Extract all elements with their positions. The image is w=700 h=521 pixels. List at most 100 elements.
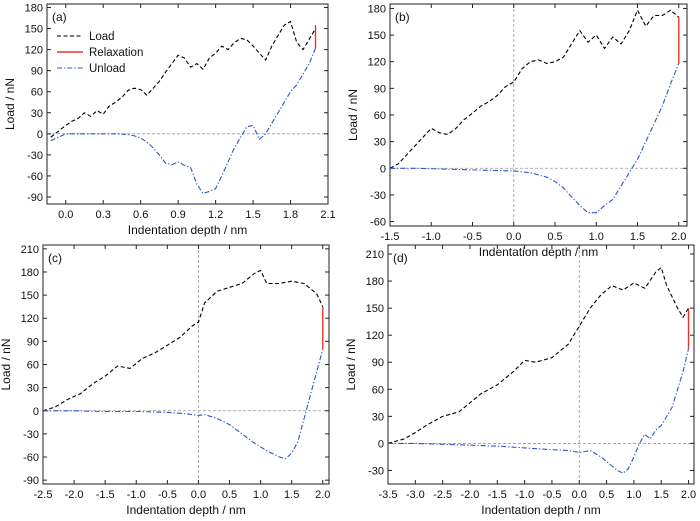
x-axis-title: Indentation depth / nm <box>128 223 247 237</box>
x-tick-label: -0.5 <box>542 489 561 501</box>
x-tick-label: 0.5 <box>547 231 562 243</box>
x-tick-label: 0.9 <box>170 209 185 221</box>
x-tick-label: 1.5 <box>654 489 669 501</box>
panel-d: -3.5 -3.0 -2.5 -2.0 -1.5 -1.0 -0.5 0.0 0.5 1.0 1.5… <box>344 244 696 517</box>
y-tick-label: 120 <box>21 313 39 325</box>
x-tick-label: 1.0 <box>589 231 604 243</box>
x-tick-label: 1.0 <box>253 489 268 501</box>
x-tick-label: 1.8 <box>283 209 298 221</box>
panel-a: 0.0 0.3 0.6 0.9 1.2 1.5 1.8 2.1 -90 -60 -30 0 30 60 90… <box>3 3 336 237</box>
legend-entry-relaxation: Relaxation <box>89 47 143 59</box>
x-axis-title: Indentation depth / nm <box>126 503 245 517</box>
y-tick-label: 90 <box>374 83 386 95</box>
y-tick-label: -30 <box>370 190 386 202</box>
x-tick-label: 2.0 <box>315 489 330 501</box>
y-tick-label: 90 <box>31 66 43 78</box>
y-tick-label: -90 <box>27 192 43 204</box>
plot-frame <box>387 244 695 485</box>
x-tick-label: -1.5 <box>381 231 400 243</box>
x-tick-label: 1.5 <box>284 489 299 501</box>
plot-frame <box>389 3 688 227</box>
legend-entry-unload: Unload <box>89 63 125 75</box>
series-unload-line <box>50 47 317 195</box>
x-tick-label: 1.2 <box>208 209 223 221</box>
y-tick-label: 60 <box>31 87 43 99</box>
series-unload-line <box>43 348 324 460</box>
y-tick-label: 90 <box>372 357 384 369</box>
y-tick-label: 180 <box>21 267 39 279</box>
x-tick-label: -0.5 <box>463 231 482 243</box>
series-load-line <box>50 20 316 138</box>
x-tick-label: -0.5 <box>158 489 177 501</box>
y-tick-label: -30 <box>27 150 43 162</box>
panel-label: (a) <box>52 10 67 24</box>
x-tick-label: -1.0 <box>422 231 441 243</box>
panel-label: (d) <box>393 251 408 265</box>
x-tick-label: -2.0 <box>65 489 84 501</box>
y-tick-label: -30 <box>368 465 384 477</box>
y-tick-label: 210 <box>21 244 39 256</box>
y-tick-label: 60 <box>374 110 386 122</box>
y-tick-label: 0 <box>380 163 386 175</box>
y-tick-label: 60 <box>27 360 39 372</box>
y-tick-label: 180 <box>368 3 386 15</box>
y-axis-title: Load / nN <box>0 338 13 390</box>
y-tick-label: 60 <box>372 384 384 396</box>
y-axis-title: Load / nN <box>346 89 360 141</box>
y-tick-label: 0 <box>33 406 39 418</box>
x-tick-label: 0.0 <box>58 209 73 221</box>
y-axis-title: Load / nN <box>344 338 358 390</box>
x-axis-title: Indentation depth / nm <box>479 245 598 259</box>
series-unload-line <box>388 348 690 474</box>
x-tick-label: 0.5 <box>599 489 614 501</box>
x-tick-label: -1.0 <box>127 489 146 501</box>
panel-label: (b) <box>395 10 410 24</box>
x-tick-label: 2.1 <box>320 209 335 221</box>
y-tick-label: 30 <box>31 108 43 120</box>
y-tick-label: 30 <box>372 411 384 423</box>
legend-entry-load: Load <box>89 31 115 43</box>
x-tick-label: 2.0 <box>681 489 696 501</box>
x-tick-label: 0.3 <box>96 209 111 221</box>
x-tick-label: -2.5 <box>433 489 452 501</box>
series-unload-line <box>390 63 680 214</box>
x-tick-label: 1.5 <box>630 231 645 243</box>
y-tick-label: 180 <box>366 276 384 288</box>
y-axis-title: Load / nN <box>3 78 17 130</box>
y-tick-label: 0 <box>37 129 43 141</box>
series-load-line <box>387 266 689 444</box>
x-tick-label: -1.5 <box>488 489 507 501</box>
x-axis-title: Indentation depth / nm <box>481 503 600 517</box>
x-tick-label: -2.5 <box>34 489 53 501</box>
y-tick-label: -60 <box>370 217 386 229</box>
x-tick-label: 1.0 <box>626 489 641 501</box>
y-tick-label: -60 <box>27 171 43 183</box>
x-tick-label: -1.0 <box>515 489 534 501</box>
y-tick-label: -90 <box>23 475 39 487</box>
y-tick-label: -30 <box>23 429 39 441</box>
series-load-line <box>42 269 324 412</box>
legend: Load Relaxation Unload <box>57 31 143 75</box>
panel-label: (c) <box>48 251 62 265</box>
y-tick-label: 150 <box>21 290 39 302</box>
panel-c: -2.5 -2.0 -1.5 -1.0 -0.5 0.0 0.5 1.0 1.5 2.0 -90 -6… <box>0 244 330 517</box>
x-tick-label: 0.6 <box>133 209 148 221</box>
plot-frame <box>42 244 330 485</box>
y-tick-label: 180 <box>25 3 43 15</box>
x-tick-label: 1.5 <box>245 209 260 221</box>
plot-frame <box>46 3 329 205</box>
x-tick-label: 0.0 <box>572 489 587 501</box>
y-tick-label: 150 <box>366 303 384 315</box>
y-tick-label: 90 <box>27 336 39 348</box>
y-tick-label: -60 <box>23 452 39 464</box>
x-tick-label: -1.5 <box>96 489 115 501</box>
y-tick-label: 150 <box>25 24 43 36</box>
y-tick-label: 120 <box>366 330 384 342</box>
x-tick-label: -2.0 <box>460 489 479 501</box>
y-tick-label: 120 <box>368 57 386 69</box>
x-tick-label: 0.0 <box>506 231 521 243</box>
x-tick-label: 2.0 <box>671 231 686 243</box>
x-tick-label: -3.0 <box>406 489 425 501</box>
y-tick-label: 30 <box>27 383 39 395</box>
